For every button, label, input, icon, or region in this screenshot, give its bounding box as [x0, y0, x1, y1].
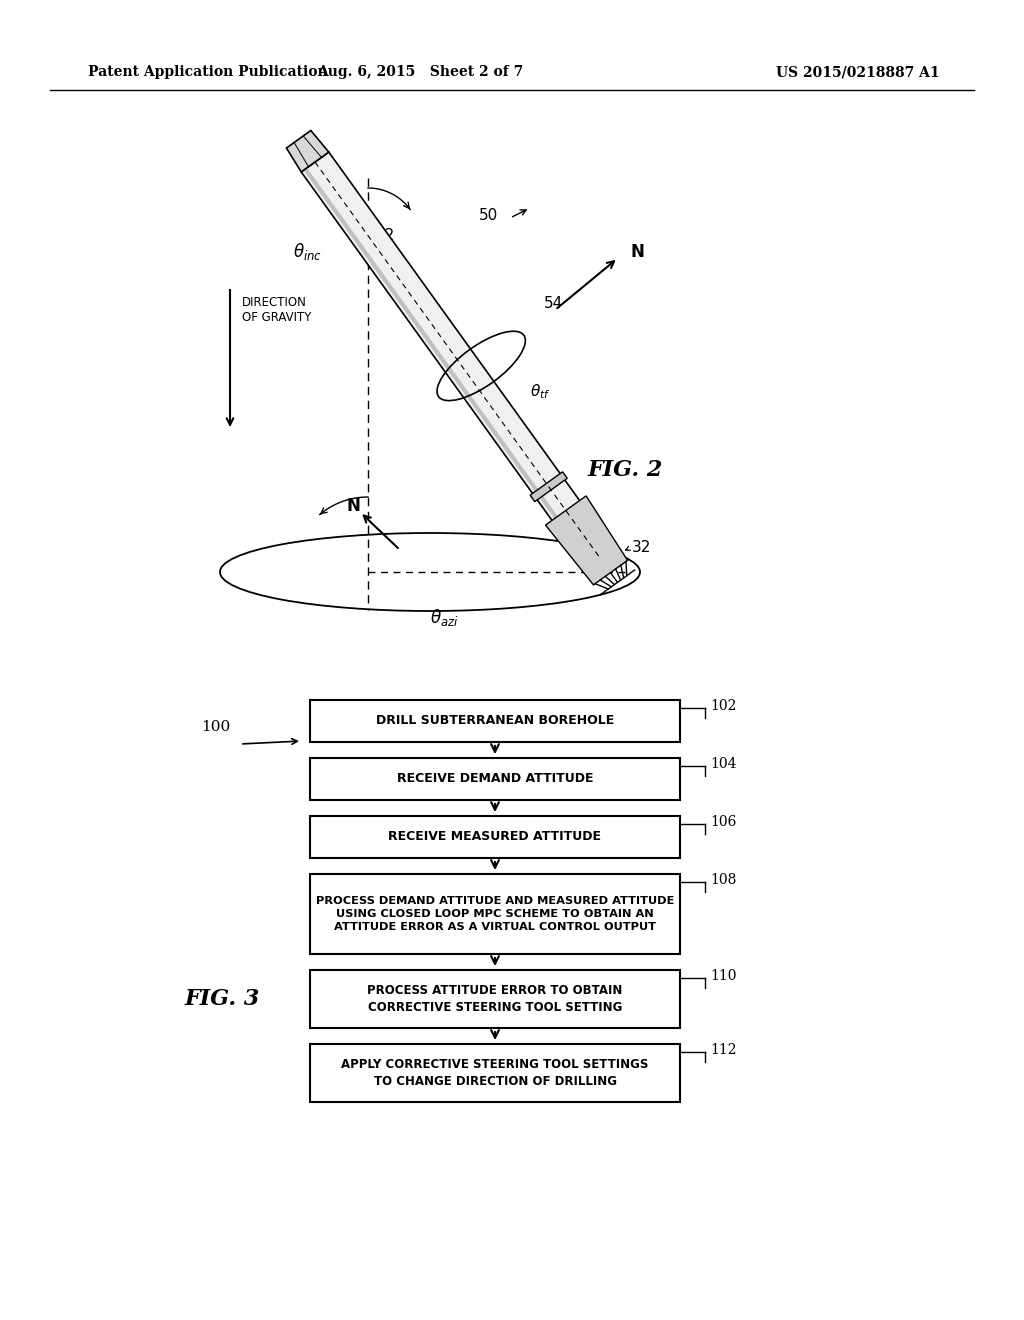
- Polygon shape: [287, 131, 329, 172]
- Text: $\theta_{azi}$: $\theta_{azi}$: [430, 607, 459, 628]
- Text: N: N: [630, 243, 644, 261]
- Text: RECEIVE MEASURED ATTITUDE: RECEIVE MEASURED ATTITUDE: [388, 830, 601, 843]
- Text: PROCESS DEMAND ATTITUDE AND MEASURED ATTITUDE
USING CLOSED LOOP MPC SCHEME TO OB: PROCESS DEMAND ATTITUDE AND MEASURED ATT…: [315, 896, 674, 932]
- Text: 50: 50: [479, 207, 498, 223]
- Text: US 2015/0218887 A1: US 2015/0218887 A1: [776, 65, 940, 79]
- Text: FIG. 2: FIG. 2: [588, 459, 664, 480]
- Text: 112: 112: [710, 1043, 736, 1057]
- Text: N: N: [346, 498, 360, 515]
- Bar: [310, 816, 680, 858]
- Text: 104: 104: [710, 756, 736, 771]
- Polygon shape: [546, 496, 628, 585]
- Text: DIRECTION
OF GRAVITY: DIRECTION OF GRAVITY: [242, 296, 311, 323]
- Text: 110: 110: [710, 969, 736, 983]
- Text: $\theta_{inc}$: $\theta_{inc}$: [293, 242, 322, 263]
- Polygon shape: [530, 471, 567, 502]
- Text: 32: 32: [632, 540, 651, 556]
- Text: 108: 108: [710, 873, 736, 887]
- Text: 54: 54: [544, 296, 563, 310]
- Text: 52: 52: [376, 227, 395, 243]
- Bar: [310, 874, 680, 954]
- Text: 106: 106: [710, 814, 736, 829]
- Text: RECEIVE DEMAND ATTITUDE: RECEIVE DEMAND ATTITUDE: [396, 772, 593, 785]
- Text: FIG. 3: FIG. 3: [184, 987, 260, 1010]
- Text: PROCESS ATTITUDE ERROR TO OBTAIN
CORRECTIVE STEERING TOOL SETTING: PROCESS ATTITUDE ERROR TO OBTAIN CORRECT…: [368, 983, 623, 1014]
- Polygon shape: [301, 152, 613, 568]
- Bar: [310, 970, 680, 1028]
- Text: $\theta_{tf}$: $\theta_{tf}$: [530, 383, 551, 401]
- Text: DRILL SUBTERRANEAN BOREHOLE: DRILL SUBTERRANEAN BOREHOLE: [376, 714, 614, 727]
- Bar: [310, 700, 680, 742]
- Text: Aug. 6, 2015   Sheet 2 of 7: Aug. 6, 2015 Sheet 2 of 7: [316, 65, 523, 79]
- Text: 100: 100: [201, 719, 230, 734]
- Bar: [310, 1044, 680, 1102]
- Bar: [310, 758, 680, 800]
- Text: APPLY CORRECTIVE STEERING TOOL SETTINGS
TO CHANGE DIRECTION OF DRILLING: APPLY CORRECTIVE STEERING TOOL SETTINGS …: [341, 1059, 648, 1088]
- Text: Patent Application Publication: Patent Application Publication: [88, 65, 328, 79]
- Text: 102: 102: [710, 700, 736, 713]
